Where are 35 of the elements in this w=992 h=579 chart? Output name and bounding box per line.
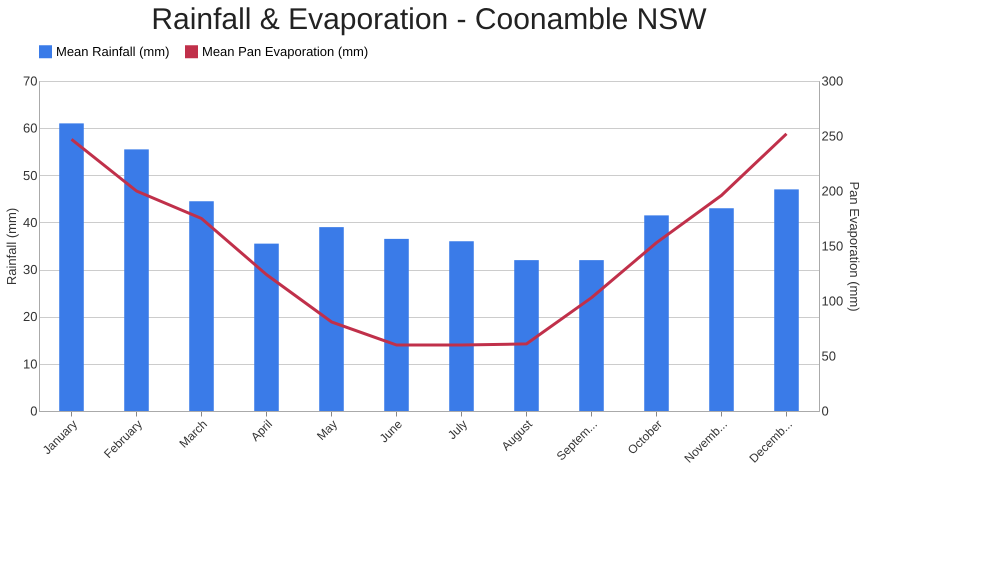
y2-tick-label: 100 — [822, 294, 844, 308]
legend-label: Mean Pan Evaporation (mm) — [202, 44, 368, 59]
bar — [254, 244, 279, 411]
bar — [579, 260, 604, 411]
bar — [709, 208, 734, 411]
bar — [124, 149, 149, 411]
y2-tick-label: 150 — [822, 238, 844, 254]
y2-tick-label: 0 — [822, 404, 829, 418]
y-tick-label: 50 — [23, 168, 38, 183]
chart-title: Rainfall & Evaporation - Coonamble NSW — [151, 3, 708, 36]
line-series — [70, 132, 788, 346]
bar — [449, 241, 474, 411]
y2-tick-label: 300 — [822, 74, 844, 88]
y-tick-label: 20 — [23, 309, 38, 324]
bar — [59, 123, 84, 411]
y-tick-label: 10 — [23, 356, 38, 372]
legend-label: Mean Rainfall (mm) — [56, 44, 170, 59]
y-tick-label: 30 — [23, 262, 38, 278]
y-tick-label: 70 — [23, 74, 38, 88]
bar — [384, 238, 409, 411]
bar — [189, 201, 214, 411]
bar — [514, 260, 539, 411]
x-tick-label: May — [314, 417, 340, 444]
y2-tick-label: 50 — [822, 348, 836, 364]
y-tick-label: 60 — [23, 120, 38, 136]
y-axis-title: Rainfall (mm) — [4, 208, 20, 286]
y-tick-label: 40 — [23, 214, 38, 230]
y2-tick-label: 250 — [822, 128, 844, 144]
y2-axis-title: Pan Evaporation (mm) — [847, 181, 862, 312]
x-tick-label: July — [444, 417, 470, 442]
y-tick-label: 0 — [30, 404, 38, 418]
y2-tick-label: 200 — [822, 184, 844, 198]
bar — [644, 215, 669, 411]
bar — [774, 189, 799, 411]
bar — [319, 227, 344, 411]
